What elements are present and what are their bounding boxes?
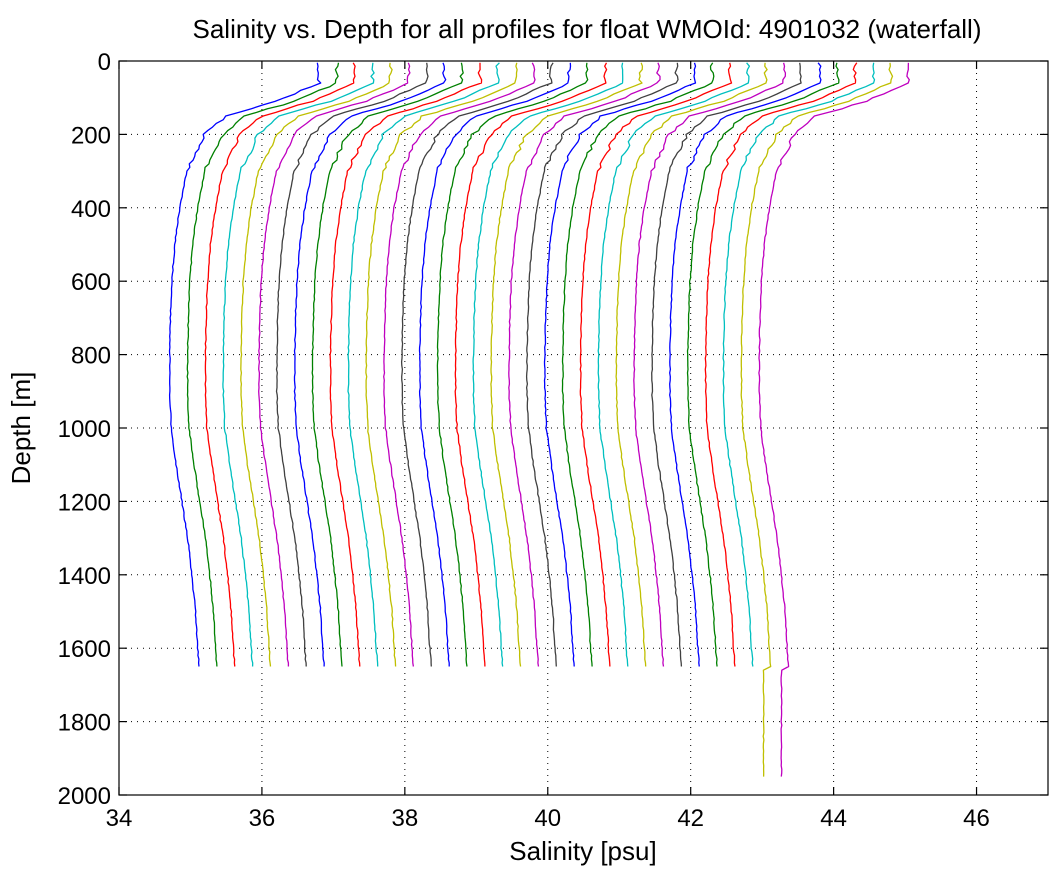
x-tick-label: 42 xyxy=(677,805,704,832)
profile-line-20 xyxy=(508,62,661,667)
profile-line-33 xyxy=(740,62,894,777)
x-tick-label: 36 xyxy=(249,805,276,832)
y-tick-label: 600 xyxy=(71,269,111,296)
profile-series xyxy=(168,62,910,777)
x-tick-label: 40 xyxy=(534,805,561,832)
y-tick-label: 0 xyxy=(98,49,111,76)
y-tick-label: 1200 xyxy=(58,489,111,516)
profile-line-28 xyxy=(651,62,802,667)
profile-line-2 xyxy=(186,62,340,667)
profile-line-19 xyxy=(490,62,644,667)
profile-line-26 xyxy=(615,62,768,667)
profile-line-32 xyxy=(722,62,876,667)
y-tick-label: 200 xyxy=(71,122,111,149)
profile-line-8 xyxy=(293,62,447,667)
y-tick-label: 1600 xyxy=(58,636,111,663)
chart-title: Salinity vs. Depth for all profiles for … xyxy=(193,14,982,44)
axis-ticks: 34 36 38 40 42 44 46 0 200 400 600 800 1000 1200 1400 1… xyxy=(58,49,1048,832)
profile-line-18 xyxy=(472,62,624,667)
profile-line-31 xyxy=(704,62,858,667)
profile-line-5 xyxy=(240,62,393,667)
profile-line-11 xyxy=(347,62,500,667)
profile-line-7 xyxy=(275,62,429,667)
profile-line-25 xyxy=(597,62,751,667)
profile-line-15 xyxy=(418,62,572,667)
profile-line-4 xyxy=(222,62,375,667)
profile-line-23 xyxy=(561,62,715,667)
profile-line-21 xyxy=(525,62,679,667)
x-tick-label: 38 xyxy=(391,805,418,832)
x-tick-label: 34 xyxy=(106,805,133,832)
profile-line-1 xyxy=(168,62,322,667)
profile-line-3 xyxy=(204,62,356,667)
y-tick-label: 400 xyxy=(71,196,111,223)
profile-line-13 xyxy=(383,62,536,667)
profile-line-9 xyxy=(311,62,464,667)
y-axis-label: Depth [m] xyxy=(6,372,36,485)
profile-line-10 xyxy=(329,62,483,667)
profile-line-30 xyxy=(686,62,840,667)
profile-line-29 xyxy=(669,62,822,667)
x-tick-label: 44 xyxy=(820,805,847,832)
grid xyxy=(119,61,1048,795)
profile-line-17 xyxy=(454,62,608,667)
x-axis-label: Salinity [psu] xyxy=(509,836,656,866)
y-tick-label: 800 xyxy=(71,343,111,370)
profile-line-24 xyxy=(579,62,733,667)
profile-line-27 xyxy=(633,62,787,667)
y-tick-label: 2000 xyxy=(58,783,111,810)
profile-line-14 xyxy=(400,62,554,667)
profile-line-12 xyxy=(365,62,518,667)
profile-line-22 xyxy=(543,62,697,667)
profile-line-16 xyxy=(436,62,589,667)
x-tick-label: 46 xyxy=(963,805,990,832)
y-tick-label: 1000 xyxy=(58,416,111,443)
y-tick-label: 1800 xyxy=(58,710,111,737)
profile-line-34 xyxy=(758,62,910,777)
y-tick-label: 1400 xyxy=(58,563,111,590)
profile-line-6 xyxy=(258,62,411,667)
